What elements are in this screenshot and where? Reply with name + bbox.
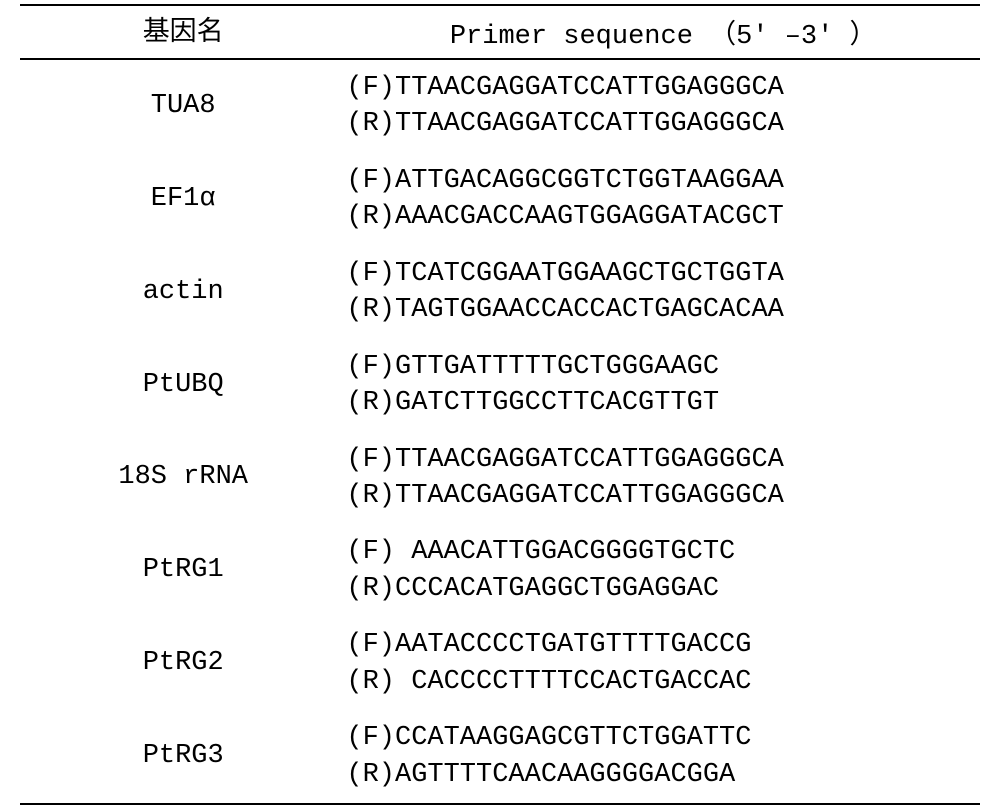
reverse-primer: (R)TTAACGAGGATCCATTGGAGGGCA [346, 106, 980, 142]
reverse-primer: (R)TTAACGAGGATCCATTGGAGGGCA [346, 478, 980, 514]
gene-name-cell: PtUBQ [20, 339, 346, 432]
forward-primer: (F)ATTGACAGGCGGTCTGGTAAGGAA [346, 163, 980, 199]
table-row: TUA8(F)TTAACGAGGATCCATTGGAGGGCA(R)TTAACG… [20, 59, 980, 153]
primer-sequence-cell: (F)TTAACGAGGATCCATTGGAGGGCA(R)TTAACGAGGA… [346, 432, 980, 525]
forward-primer: (F)TTAACGAGGATCCATTGGAGGGCA [346, 442, 980, 478]
primer-sequence-cell: (F)TCATCGGAATGGAAGCTGCTGGTA(R)TAGTGGAACC… [346, 246, 980, 339]
primer-sequence-cell: (F)ATTGACAGGCGGTCTGGTAAGGAA(R)AAACGACCAA… [346, 153, 980, 246]
table-row: PtRG3(F)CCATAAGGAGCGTTCTGGATTC(R)AGTTTTC… [20, 710, 980, 804]
header-gene: 基因名 [20, 5, 346, 59]
table-body: TUA8(F)TTAACGAGGATCCATTGGAGGGCA(R)TTAACG… [20, 59, 980, 804]
gene-name-cell: PtRG2 [20, 617, 346, 710]
forward-primer: (F)GTTGATTTTTGCTGGGAAGC [346, 349, 980, 385]
gene-name-cell: PtRG1 [20, 524, 346, 617]
gene-name-cell: actin [20, 246, 346, 339]
forward-primer: (F)TCATCGGAATGGAAGCTGCTGGTA [346, 256, 980, 292]
forward-primer: (F)AATACCCCTGATGTTTTGACCG [346, 627, 980, 663]
primer-table: 基因名 Primer sequence （5' –3' ） TUA8(F)TTA… [20, 4, 980, 805]
primer-sequence-cell: (F)CCATAAGGAGCGTTCTGGATTC(R)AGTTTTCAACAA… [346, 710, 980, 804]
gene-name-cell: 18S rRNA [20, 432, 346, 525]
forward-primer: (F)TTAACGAGGATCCATTGGAGGGCA [346, 70, 980, 106]
table-row: 18S rRNA(F)TTAACGAGGATCCATTGGAGGGCA(R)TT… [20, 432, 980, 525]
table-row: PtRG1(F) AAACATTGGACGGGGTGCTC(R)CCCACATG… [20, 524, 980, 617]
gene-name-cell: PtRG3 [20, 710, 346, 804]
reverse-primer: (R)CCCACATGAGGCTGGAGGAC [346, 571, 980, 607]
primer-sequence-cell: (F)AATACCCCTGATGTTTTGACCG(R) CACCCCTTTTC… [346, 617, 980, 710]
header-row: 基因名 Primer sequence （5' –3' ） [20, 5, 980, 59]
gene-name-cell: TUA8 [20, 59, 346, 153]
reverse-primer: (R)TAGTGGAACCACCACTGAGCACAA [346, 292, 980, 328]
forward-primer: (F)CCATAAGGAGCGTTCTGGATTC [346, 720, 980, 756]
gene-name-cell: EF1α [20, 153, 346, 246]
table-row: EF1α(F)ATTGACAGGCGGTCTGGTAAGGAA(R)AAACGA… [20, 153, 980, 246]
table-row: actin(F)TCATCGGAATGGAAGCTGCTGGTA(R)TAGTG… [20, 246, 980, 339]
forward-primer: (F) AAACATTGGACGGGGTGCTC [346, 534, 980, 570]
primer-sequence-cell: (F) AAACATTGGACGGGGTGCTC(R)CCCACATGAGGCT… [346, 524, 980, 617]
reverse-primer: (R)GATCTTGGCCTTCACGTTGT [346, 385, 980, 421]
primer-sequence-cell: (F)GTTGATTTTTGCTGGGAAGC(R)GATCTTGGCCTTCA… [346, 339, 980, 432]
primer-table-container: 基因名 Primer sequence （5' –3' ） TUA8(F)TTA… [20, 0, 980, 805]
table-row: PtRG2(F)AATACCCCTGATGTTTTGACCG(R) CACCCC… [20, 617, 980, 710]
reverse-primer: (R) CACCCCTTTTCCACTGACCAC [346, 664, 980, 700]
primer-sequence-cell: (F)TTAACGAGGATCCATTGGAGGGCA(R)TTAACGAGGA… [346, 59, 980, 153]
reverse-primer: (R)AGTTTTCAACAAGGGGACGGA [346, 757, 980, 793]
table-row: PtUBQ(F)GTTGATTTTTGCTGGGAAGC(R)GATCTTGGC… [20, 339, 980, 432]
header-primer: Primer sequence （5' –3' ） [346, 5, 980, 59]
reverse-primer: (R)AAACGACCAAGTGGAGGATACGCT [346, 199, 980, 235]
